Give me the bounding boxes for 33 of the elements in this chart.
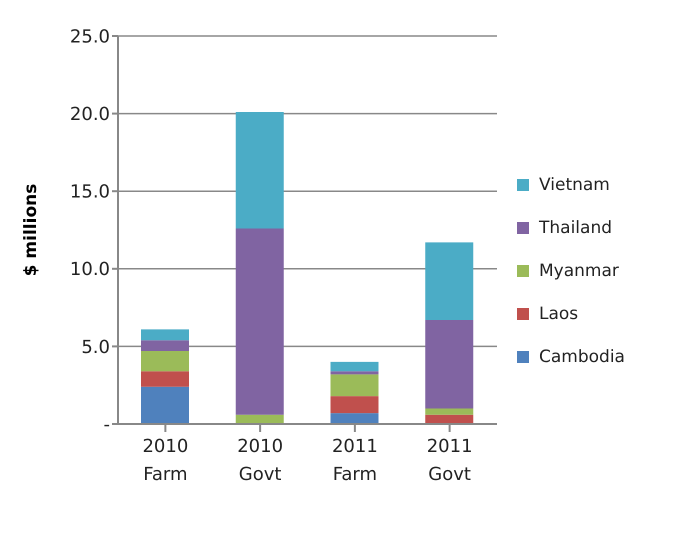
bar [425, 408, 474, 415]
bar [330, 374, 378, 396]
x-tick-label: 2010 Farm [142, 436, 188, 485]
x-tick-label: 2011 Govt [426, 436, 473, 485]
y-tick-label: 5.0 [81, 336, 110, 358]
y-tick-label: 15.0 [70, 182, 110, 203]
bar [141, 329, 189, 340]
bar [330, 396, 378, 414]
bar [330, 362, 378, 372]
y-tick-label: 10.0 [70, 259, 110, 280]
legend-label: Vietnam [538, 174, 611, 197]
bar [330, 371, 378, 374]
bar [141, 386, 189, 424]
legend-label: Laos [538, 303, 580, 326]
bar [141, 371, 189, 387]
legend-label: Cambodia [538, 346, 626, 369]
bar [236, 112, 284, 228]
x-tick-label: 2011 Farm [332, 436, 378, 485]
y-axis-title: $ millions [21, 184, 42, 276]
bar [141, 340, 189, 352]
y-tick-label: 20.0 [70, 104, 110, 125]
y-tick-label: 25.0 [70, 26, 110, 48]
bar [425, 414, 474, 424]
y-tick-label: - [104, 414, 110, 436]
bar [141, 351, 189, 372]
legend-label: Myanmar [538, 260, 620, 283]
bar [425, 242, 474, 320]
legend-label: Thailand [538, 217, 614, 240]
bar [236, 414, 284, 424]
bar [330, 413, 378, 424]
bar [236, 228, 284, 415]
bar [425, 320, 474, 408]
x-tick-label: 2010 Govt [237, 436, 284, 485]
